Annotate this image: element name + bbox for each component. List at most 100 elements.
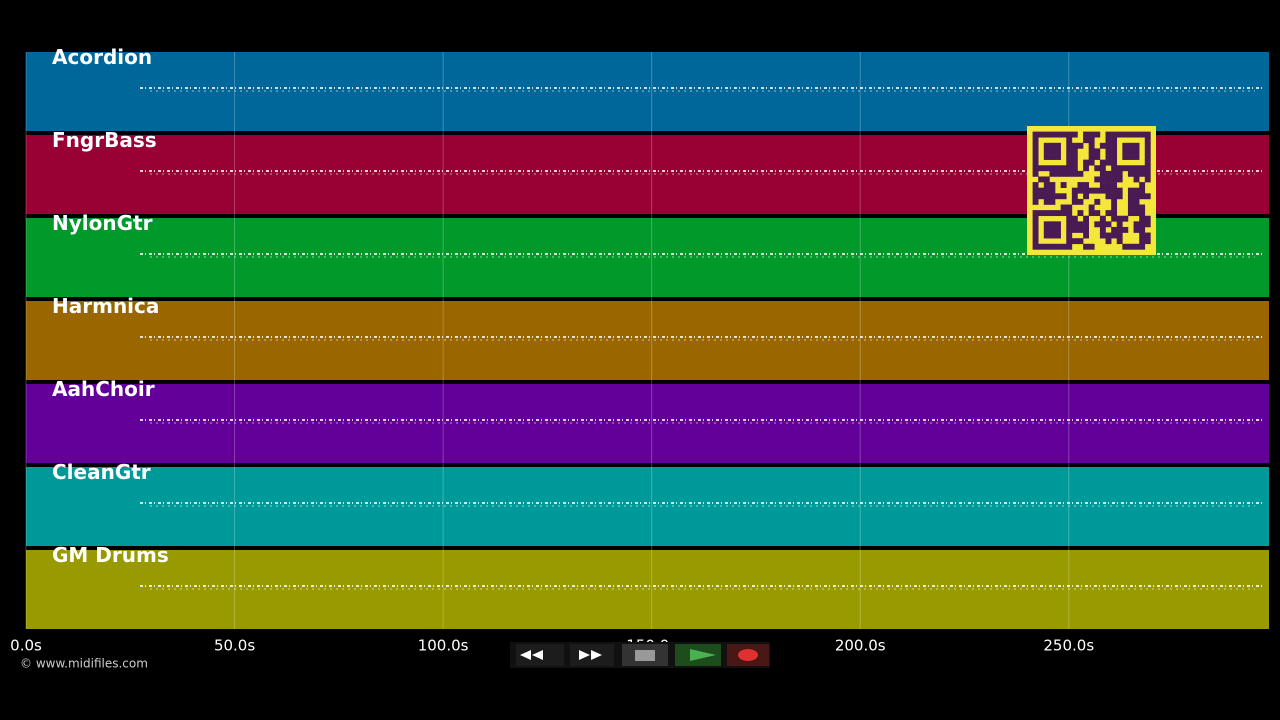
qr-cell xyxy=(1032,131,1039,138)
qr-cell xyxy=(1038,243,1045,250)
record-icon xyxy=(738,649,758,661)
qr-cell xyxy=(1139,182,1146,188)
forward-icon xyxy=(579,650,602,660)
copyright: © www.midifiles.com xyxy=(20,657,148,671)
qr-cell xyxy=(1066,154,1073,160)
qr-cell xyxy=(1049,131,1056,138)
qr-cell xyxy=(1083,165,1089,172)
qr-cell xyxy=(1105,182,1112,188)
qr-cell xyxy=(1144,159,1151,166)
forward-button[interactable] xyxy=(570,644,614,666)
qr-cell xyxy=(1066,226,1073,233)
qr-cell xyxy=(1066,137,1073,144)
qr-cell xyxy=(1071,238,1078,245)
qr-cell xyxy=(1122,142,1129,149)
qr-cell xyxy=(1060,170,1067,177)
qr-cell xyxy=(1049,243,1056,250)
qr-cell xyxy=(1133,204,1140,211)
qr-cell xyxy=(1144,176,1151,183)
qr-cell xyxy=(1066,215,1073,222)
qr-cell xyxy=(1139,170,1146,177)
record-button[interactable] xyxy=(727,644,769,666)
qr-cell xyxy=(1122,215,1129,222)
qr-cell xyxy=(1043,148,1050,155)
play-button[interactable] xyxy=(675,644,721,666)
qr-cell xyxy=(1049,187,1056,194)
qr-cell xyxy=(1144,170,1151,177)
qr-cell xyxy=(1038,193,1045,200)
qr-cell xyxy=(1116,238,1123,245)
qr-cell xyxy=(1077,238,1084,245)
qr-cell xyxy=(1032,238,1039,245)
qr-cell xyxy=(1144,215,1151,222)
track: Harmnica xyxy=(26,294,1269,380)
qr-cell xyxy=(1144,221,1151,228)
qr-cell xyxy=(1111,154,1118,160)
qr-cell xyxy=(1122,226,1129,233)
qr-cell xyxy=(1105,154,1112,160)
qr-cell xyxy=(1083,187,1089,194)
qr-cell xyxy=(1111,137,1118,144)
track-lane xyxy=(26,384,1269,463)
qr-cell xyxy=(1066,238,1073,245)
qr-cell xyxy=(1060,165,1067,172)
qr-cell xyxy=(1111,210,1118,217)
qr-cell xyxy=(1122,165,1129,172)
qr-cell xyxy=(1116,226,1123,233)
qr-cell xyxy=(1099,176,1106,183)
qr-cell xyxy=(1099,215,1106,222)
qr-cell xyxy=(1122,154,1129,160)
qr-cell xyxy=(1032,165,1039,172)
qr-cell xyxy=(1049,170,1056,177)
qr-cell xyxy=(1032,193,1039,200)
qr-cell xyxy=(1083,193,1089,200)
qr-cell xyxy=(1066,221,1073,228)
qr-cell xyxy=(1139,131,1146,138)
qr-cell xyxy=(1133,198,1140,205)
qr-cell xyxy=(1055,170,1061,177)
qr-cell xyxy=(1032,182,1039,188)
qr-cell xyxy=(1127,165,1134,172)
qr-cell xyxy=(1060,204,1067,211)
qr-cell xyxy=(1077,226,1084,233)
qr-code xyxy=(1027,126,1156,255)
qr-cell xyxy=(1071,148,1078,155)
track-lane xyxy=(26,467,1269,546)
qr-cell xyxy=(1139,232,1146,239)
qr-cell xyxy=(1077,182,1084,188)
time-tick-label: 50.0s xyxy=(214,637,255,655)
qr-cell xyxy=(1139,238,1146,245)
qr-cell xyxy=(1060,131,1067,138)
qr-cell xyxy=(1111,226,1118,233)
qr-cell xyxy=(1105,142,1112,149)
qr-cell xyxy=(1043,142,1050,149)
qr-cell xyxy=(1043,131,1050,138)
qr-cell xyxy=(1127,204,1134,211)
qr-cell xyxy=(1139,193,1146,200)
qr-cell xyxy=(1099,170,1106,177)
qr-cell xyxy=(1099,165,1106,172)
qr-cell xyxy=(1055,193,1061,200)
track-name: CleanGtr xyxy=(52,460,151,484)
qr-cell xyxy=(1055,210,1061,217)
qr-cell xyxy=(1099,182,1106,188)
qr-cell xyxy=(1111,182,1118,188)
qr-cell xyxy=(1043,165,1050,172)
qr-cell xyxy=(1066,170,1073,177)
track-name: FngrBass xyxy=(52,128,157,152)
qr-cell xyxy=(1099,142,1106,149)
track-name: Acordion xyxy=(52,45,152,69)
track: AahChoir xyxy=(26,377,1269,463)
stop-button[interactable] xyxy=(622,644,668,666)
qr-cell xyxy=(1111,215,1118,222)
qr-cell xyxy=(1071,193,1078,200)
qr-cell xyxy=(1105,238,1112,245)
rewind-button[interactable] xyxy=(516,644,564,666)
qr-cell xyxy=(1144,137,1151,144)
qr-cell xyxy=(1127,210,1134,217)
qr-cell xyxy=(1083,243,1089,250)
qr-cell xyxy=(1122,131,1129,138)
qr-cell xyxy=(1032,170,1039,177)
qr-cell xyxy=(1060,182,1067,188)
qr-cell xyxy=(1077,170,1084,177)
